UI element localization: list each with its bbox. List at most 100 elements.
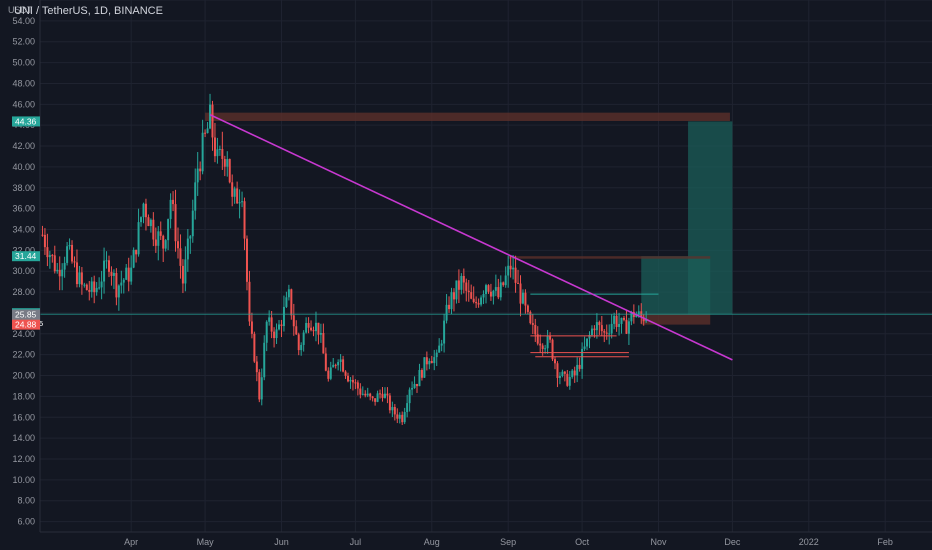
candle-body [391,407,394,411]
candle-body [312,330,315,332]
candle-body [228,159,231,183]
candle-body [186,238,189,260]
candle-body [218,148,221,150]
candle-body [327,370,330,379]
y-tick-label: 8.00 [17,496,35,506]
candle-body [233,188,236,197]
y-tick-label: 22.00 [12,350,35,360]
candle-body [268,317,271,322]
candle-body [110,271,113,276]
candle-body [245,238,248,282]
candle-body [563,371,566,374]
candle-body [460,275,463,290]
candle-body [403,412,406,423]
candle-body [115,272,118,298]
y-tick-label: 50.00 [12,58,35,68]
candle-body [443,320,446,344]
candle-body [487,285,490,292]
candle-body [366,393,369,396]
candle-body [618,323,621,327]
price-label: 24.88 [15,320,37,330]
candle-body [558,375,561,378]
candle-body [287,289,290,298]
candle-body [398,414,401,419]
candle-body [420,369,423,378]
candle-body [137,222,140,255]
trendline[interactable] [209,114,733,361]
candle-body [332,364,335,368]
y-tick-label: 34.00 [12,224,35,234]
candle-body [278,324,281,330]
candle-body [221,148,224,160]
candle-body [489,291,492,297]
price-label: 31.44 [15,251,37,261]
candle-body [440,343,443,346]
candle-body [263,342,266,378]
candle-body [578,364,581,369]
x-tick-label: Dec [724,537,741,547]
candle-body [243,201,246,239]
y-tick-label: 20.00 [12,371,35,381]
x-tick-label: 2022 [799,537,819,547]
candle-body [356,382,359,389]
candle-body [536,334,539,344]
candle-body [627,321,630,334]
candle-body [509,265,512,270]
candle-body [531,323,534,325]
candle-body [179,248,182,266]
trendline-layer[interactable] [209,114,733,361]
candle-body [448,304,451,310]
y-tick-label: 16.00 [12,412,35,422]
candle-body [388,395,391,411]
candle-body [524,292,527,306]
candle-body [149,219,152,227]
candle-body [241,201,244,203]
y-tick-label: 46.00 [12,99,35,109]
candle-body [551,339,554,360]
candle-body [167,219,170,241]
x-tick-label: Nov [650,537,667,547]
candle-body [63,262,66,270]
candle-body [147,217,150,227]
candle-body [322,332,325,354]
candle-body [310,327,313,331]
candle-body [189,236,192,239]
candle-body [406,403,409,413]
candle-body [347,375,350,382]
candle-body [566,373,569,386]
candle-body [290,289,293,316]
chart-title: UNI / TetherUS, 1D, BINANCE [14,5,163,17]
candle-body [58,269,61,277]
x-tick-label: Jun [274,537,289,547]
candle-body [598,322,601,326]
candle-body [549,335,552,340]
price-label-box [12,319,40,330]
candle-body [56,269,59,272]
y-tick-label: 54.00 [12,16,35,26]
candle-body [236,188,239,204]
candle-body [73,261,76,263]
candle-body [117,285,120,298]
candle-body [204,132,207,134]
candle-body [78,272,81,285]
candle-body [223,159,226,167]
candle-body [492,290,495,297]
candle-body [305,322,308,333]
candle-body [43,234,46,248]
candle-body [169,199,172,220]
x-tick-label: Apr [124,537,138,547]
y-tick-label: 24.00 [12,329,35,339]
candle-body [248,281,251,322]
candle-body [351,379,354,383]
candle-body [329,367,332,379]
candle-body [339,359,342,362]
candle-body [610,323,613,334]
candle-body [576,364,579,376]
y-tick-label: 42.00 [12,141,35,151]
candle-body [211,104,214,138]
candle-body [176,241,179,249]
candle-body [573,370,576,376]
candle-body [637,311,640,315]
candle-body [130,267,133,282]
